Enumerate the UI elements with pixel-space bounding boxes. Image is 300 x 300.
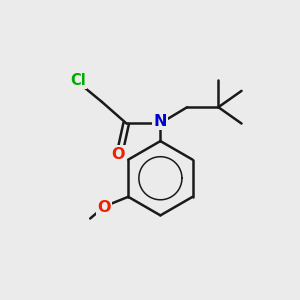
Text: Cl: Cl	[70, 73, 86, 88]
Text: N: N	[154, 114, 167, 129]
Text: O: O	[111, 147, 124, 162]
Text: O: O	[98, 200, 111, 215]
